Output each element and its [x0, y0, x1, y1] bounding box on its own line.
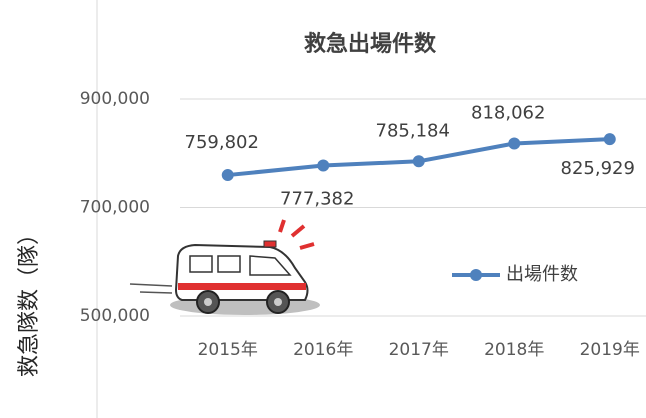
x-tick-label: 2015年	[198, 340, 258, 360]
x-tick-label: 2018年	[484, 340, 544, 360]
chart-title: 救急出場件数	[304, 31, 437, 57]
y-tick-label: 700,000	[80, 198, 150, 218]
y-axis-title: 救急隊数（隊）	[17, 223, 42, 377]
data-label: 777,382	[280, 189, 354, 210]
plot-area: 500,000 700,000 900,000 2015年 2016年 2017年 2018…	[80, 89, 646, 360]
data-point	[221, 169, 234, 182]
data-point	[508, 137, 521, 150]
data-label: 785,184	[376, 120, 450, 141]
x-tick-label: 2017年	[389, 340, 449, 360]
data-point	[412, 155, 425, 168]
legend-label: 出場件数	[506, 264, 578, 285]
x-tick-label: 2016年	[293, 340, 353, 360]
ambulance-illustration	[129, 219, 320, 315]
y-tick-label: 500,000	[80, 306, 150, 326]
data-point	[603, 133, 616, 146]
y-tick-label: 900,000	[80, 89, 150, 109]
legend-marker	[470, 269, 482, 281]
data-label: 759,802	[185, 132, 259, 153]
x-tick-label: 2019年	[580, 340, 640, 360]
data-label: 818,062	[471, 102, 545, 123]
data-point	[317, 159, 330, 172]
data-label: 825,929	[561, 158, 635, 179]
